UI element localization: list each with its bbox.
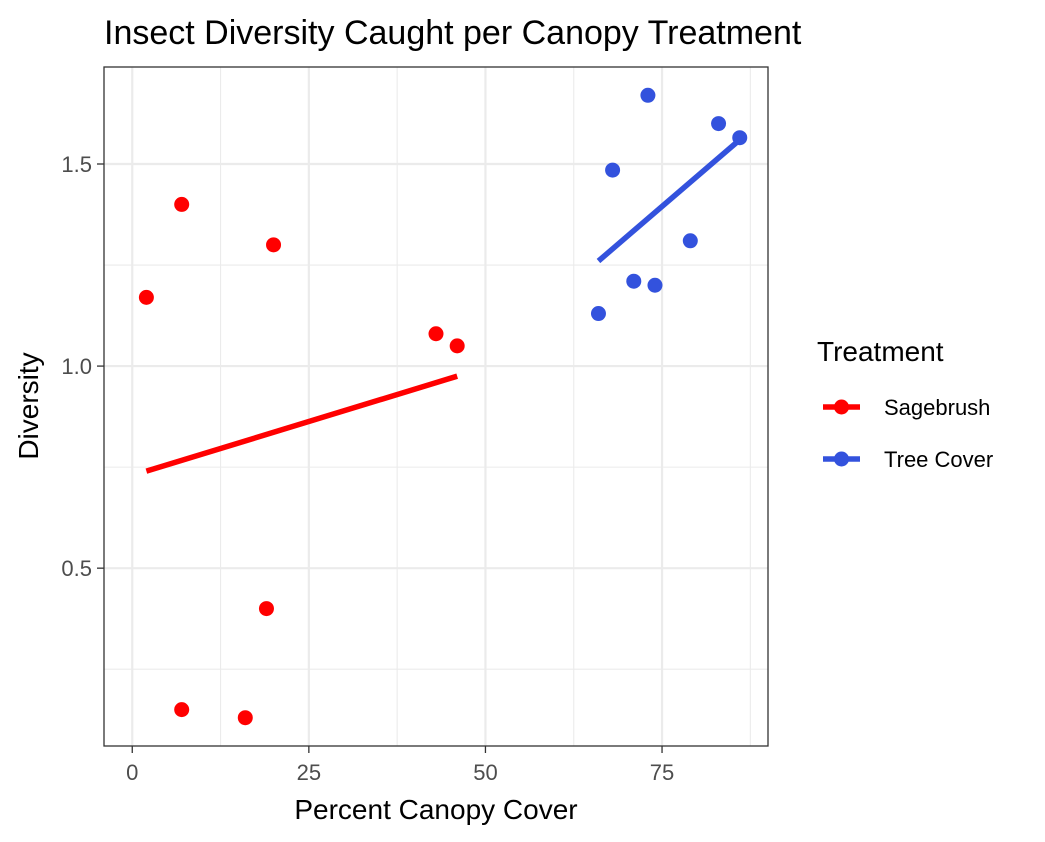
sagebrush-point (428, 326, 444, 342)
sagebrush-point (174, 702, 190, 718)
data-points (138, 87, 748, 726)
x-tick-label: 75 (650, 760, 674, 785)
y-axis-title: Diversity (13, 352, 44, 459)
tree-cover-legend-marker (834, 451, 849, 467)
tree-cover-point (626, 273, 642, 289)
tree-cover-point (682, 233, 698, 249)
x-axis: 0 25 50 75 (126, 746, 674, 785)
x-tick-label: 50 (473, 760, 497, 785)
y-axis: 0.5 1.0 1.5 (61, 152, 104, 581)
plot-border (103, 66, 769, 747)
sagebrush-point (258, 601, 274, 617)
tree-cover-point (640, 87, 656, 103)
y-tick-label: 1.0 (61, 354, 92, 379)
tree-cover-legend-label: Tree Cover (884, 447, 993, 472)
legend: Treatment Sagebrush Tree Cover (817, 336, 993, 472)
legend-items: Sagebrush Tree Cover (823, 395, 993, 472)
trend-lines (145, 137, 742, 474)
sagebrush-point (266, 237, 282, 253)
tree-cover-point (605, 162, 621, 178)
chart-title: Insect Diversity Caught per Canopy Treat… (104, 14, 802, 52)
plot-panel (103, 66, 769, 747)
y-tick-label: 0.5 (61, 556, 92, 581)
sagebrush-legend-label: Sagebrush (884, 395, 990, 420)
major-gridlines (104, 67, 768, 746)
tree-cover-point (590, 306, 606, 322)
tree-cover-point (647, 277, 663, 293)
tree-cover-trend-line (596, 137, 742, 264)
x-tick-label: 25 (297, 760, 321, 785)
sagebrush-point (449, 338, 465, 354)
x-tick-label: 0 (126, 760, 138, 785)
legend-title: Treatment (817, 336, 944, 367)
y-tick-label: 1.5 (61, 152, 92, 177)
tree-cover-point (711, 116, 727, 132)
minor-gridlines (104, 67, 768, 746)
sagebrush-point (174, 196, 190, 212)
sagebrush-legend-marker (834, 399, 849, 415)
sagebrush-point (237, 710, 253, 726)
tree-cover-point (732, 130, 748, 146)
sagebrush-point (138, 289, 154, 305)
plot-background (104, 67, 768, 746)
sagebrush-trend-line (145, 373, 458, 474)
x-axis-title: Percent Canopy Cover (294, 794, 577, 825)
